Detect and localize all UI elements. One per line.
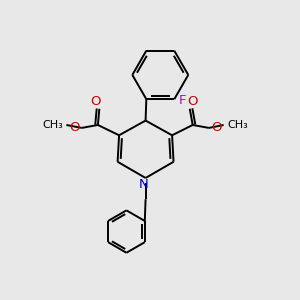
Text: O: O <box>91 95 101 108</box>
Text: F: F <box>179 94 186 107</box>
Text: CH₃: CH₃ <box>42 120 63 130</box>
Text: N: N <box>139 178 149 191</box>
Text: CH₃: CH₃ <box>227 120 248 130</box>
Text: O: O <box>188 95 198 108</box>
Text: O: O <box>69 121 79 134</box>
Text: O: O <box>211 121 222 134</box>
